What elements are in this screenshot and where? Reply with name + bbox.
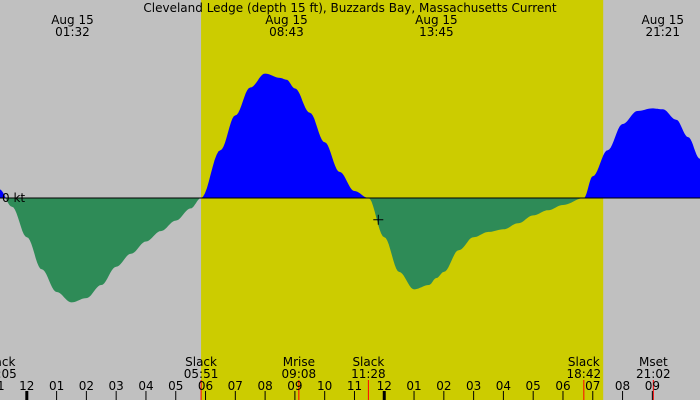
top-event-time-0: 01:32 <box>55 25 90 39</box>
hour-tick-label-1: 12 <box>19 379 34 393</box>
bottom-event-time-5: 21:02 <box>636 367 671 381</box>
hour-tick-label-5: 04 <box>138 379 153 393</box>
top-event-date-3: Aug 15 <box>642 13 685 27</box>
hour-tick-label-21: 08 <box>615 379 630 393</box>
hour-tick-label-15: 02 <box>436 379 451 393</box>
hour-tick-label-20: 07 <box>585 379 600 393</box>
hour-axis: 11 12 01 02 03 04 05 06 07 08 09 10 11 12 01 02 03 04 05 06… <box>0 379 660 400</box>
bottom-event-time-3: 11:28 <box>351 367 386 381</box>
bottom-event-time-4: 18:42 <box>567 367 602 381</box>
ebb-area-3 <box>368 198 584 290</box>
bottom-event-label-5: Mset <box>639 355 668 369</box>
hour-tick-label-9: 08 <box>257 379 272 393</box>
hour-tick-label-17: 04 <box>496 379 511 393</box>
hour-tick-label-19: 06 <box>555 379 570 393</box>
hour-tick-label-16: 03 <box>466 379 481 393</box>
hour-tick-label-12: 11 <box>347 379 362 393</box>
hour-tick-label-3: 02 <box>79 379 94 393</box>
flood-area-4 <box>583 108 700 198</box>
hour-tick-label-8: 07 <box>228 379 243 393</box>
current-time-marker <box>373 214 384 225</box>
bottom-event-time-1: 05:51 <box>184 367 219 381</box>
bottom-event-time-0: 23:05 <box>0 367 17 381</box>
current-areas <box>0 73 700 303</box>
hour-tick-label-2: 01 <box>49 379 64 393</box>
top-event-date-1: Aug 15 <box>265 13 308 27</box>
top-event-date-0: Aug 15 <box>51 13 94 27</box>
flood-area-0 <box>0 189 6 198</box>
ebb-area-1 <box>5 198 202 303</box>
hour-tick-label-6: 05 <box>168 379 183 393</box>
bottom-event-label-2: Mrise <box>283 355 315 369</box>
hour-tick-label-11: 10 <box>317 379 332 393</box>
hour-tick-label-7: 06 <box>198 379 213 393</box>
hour-tick-label-22: 09 <box>645 379 660 393</box>
top-event-time-2: 13:45 <box>419 25 454 39</box>
bottom-event-label-4: Slack <box>568 355 600 369</box>
hour-tick-label-10: 09 <box>287 379 302 393</box>
chart-title: Cleveland Ledge (depth 15 ft), Buzzards … <box>143 1 556 15</box>
hour-tick-label-18: 05 <box>526 379 541 393</box>
hour-tick-label-0: 11 <box>0 379 5 393</box>
top-event-time-3: 21:21 <box>645 25 680 39</box>
flood-area-2 <box>201 73 369 198</box>
top-event-time-1: 08:43 <box>269 25 304 39</box>
top-event-date-2: Aug 15 <box>415 13 458 27</box>
hour-tick-label-14: 01 <box>406 379 421 393</box>
bottom-event-label-0: Slack <box>0 355 15 369</box>
zero-knot-label: 0 kt <box>2 191 25 205</box>
hour-tick-label-13: 12 <box>377 379 392 393</box>
bottom-event-labels: Slack23:05Slack05:51Mrise09:08Slack11:28… <box>0 355 671 400</box>
hour-tick-label-4: 03 <box>109 379 124 393</box>
bottom-event-label-1: Slack <box>185 355 217 369</box>
bottom-event-label-3: Slack <box>352 355 384 369</box>
bottom-event-time-2: 09:08 <box>282 367 317 381</box>
